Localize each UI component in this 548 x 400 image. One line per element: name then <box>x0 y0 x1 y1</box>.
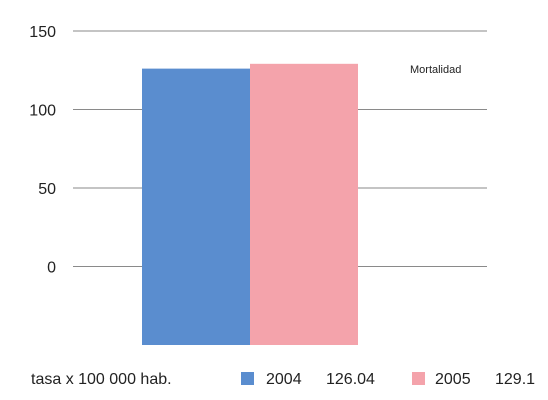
legend-prefix: tasa x 100 000 hab. <box>31 371 172 388</box>
y-tick-150: 150 <box>29 24 56 41</box>
y-tick-100: 100 <box>29 103 56 120</box>
y-tick-50: 50 <box>38 181 56 198</box>
bar-2005 <box>250 63 358 346</box>
legend: tasa x 100 000 hab. 2004 126.04 2005 129… <box>31 371 535 388</box>
legend-label-2004: 2004 <box>266 371 302 388</box>
legend-value-2005: 129.1 <box>495 371 535 388</box>
legend-value-2004: 126.04 <box>326 371 375 388</box>
legend-label-2005: 2005 <box>435 371 471 388</box>
legend-swatch-2004 <box>241 372 254 385</box>
y-tick-0: 0 <box>47 260 56 277</box>
bars <box>142 63 358 346</box>
chart-annotation: Mortalidad <box>410 64 461 76</box>
bar-2004 <box>142 68 250 346</box>
y-axis-ticks: 150 100 50 0 <box>29 24 56 277</box>
legend-swatch-2005 <box>412 372 425 385</box>
